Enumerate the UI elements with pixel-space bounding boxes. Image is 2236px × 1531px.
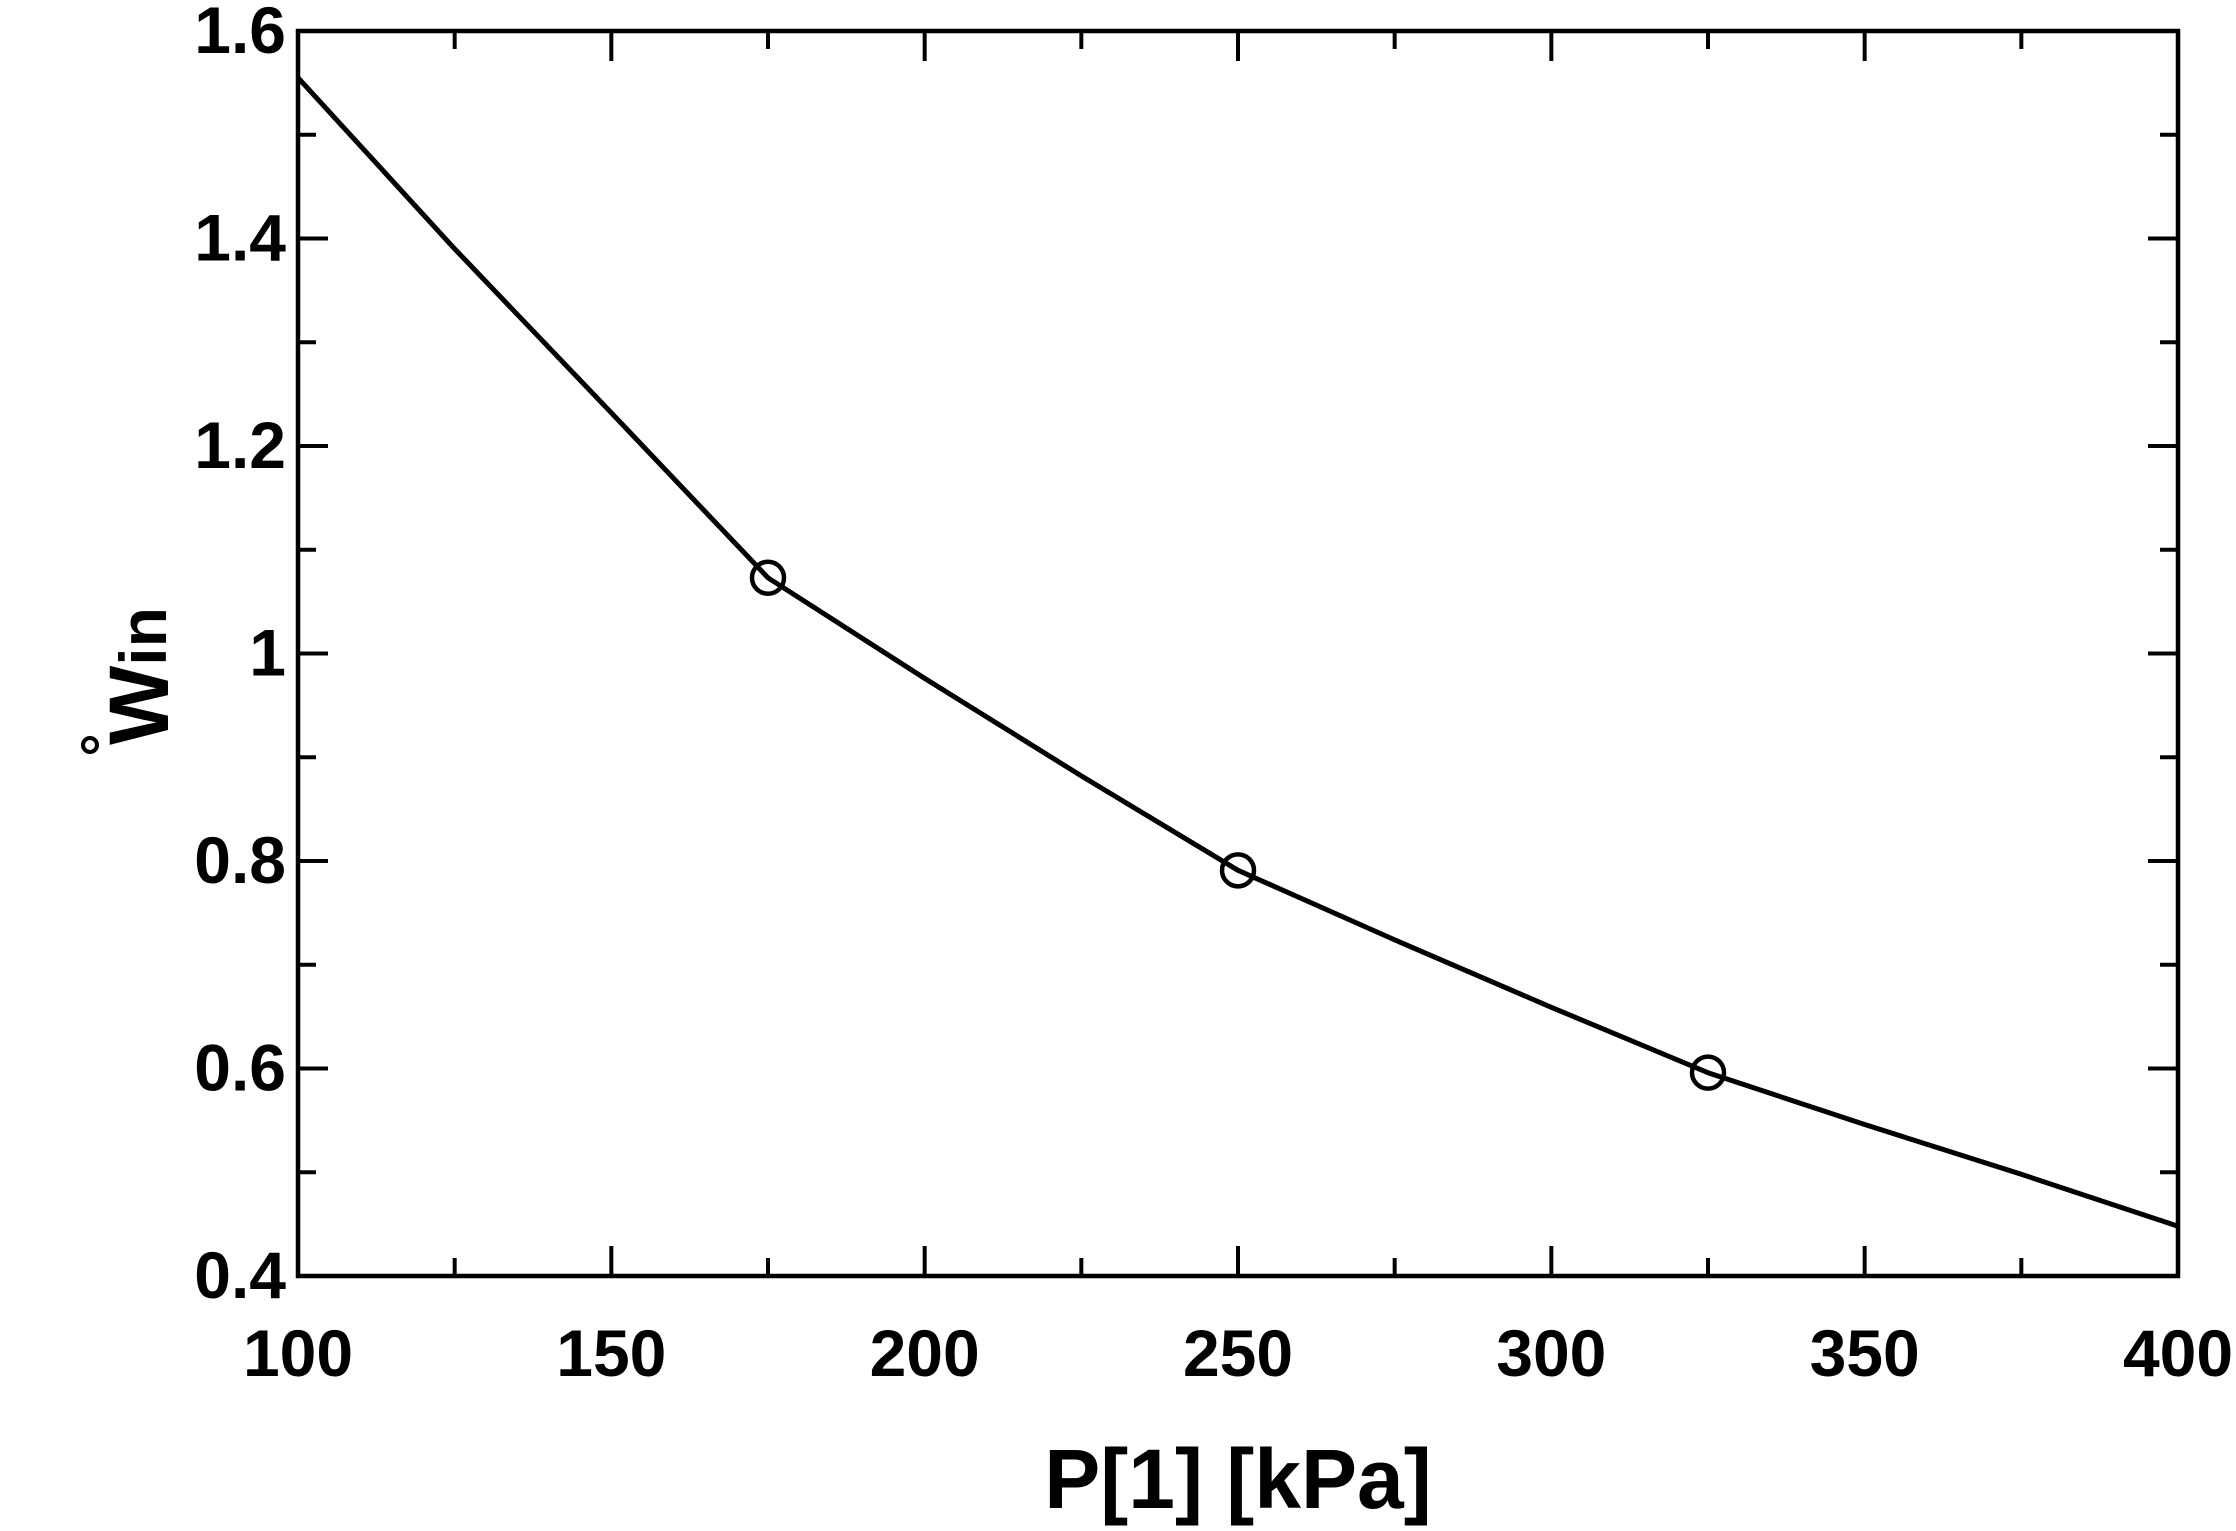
y-tick-label: 1 xyxy=(249,616,286,690)
y-axis-label-dot-accent xyxy=(81,736,99,754)
x-tick-label: 150 xyxy=(556,1316,666,1390)
y-tick-label: 0.6 xyxy=(194,1031,286,1105)
series-marker xyxy=(1219,852,1257,889)
y-tick-label: 1.2 xyxy=(194,408,286,482)
y-axis-label: Win xyxy=(81,607,186,754)
x-tick-label: 300 xyxy=(1496,1316,1606,1390)
y-axis-label-text: Win xyxy=(92,607,186,745)
y-tick-label: 1.4 xyxy=(194,201,286,275)
y-tick-label: 0.8 xyxy=(194,823,286,897)
y-tick-label: 0.4 xyxy=(194,1238,286,1312)
plot-area-group: 100 150 200 250 300 350 400 0.4 0.6 0.8 1 1.2 1.4 1.6 xyxy=(194,0,2233,1390)
axis-ticks xyxy=(296,29,2180,1278)
axis-tick-labels: 100 150 200 250 300 350 400 0.4 0.6 0.8 1 1.2 1.4 1.6 xyxy=(194,0,2233,1390)
series-marker xyxy=(749,559,787,597)
x-tick-label: 400 xyxy=(2123,1316,2233,1390)
y-axis-label-main: W xyxy=(92,665,186,745)
x-axis-label: P[1] [kPa] xyxy=(1044,1432,1431,1526)
y-axis-label-subscript: in xyxy=(106,607,180,666)
y-tick-label: 1.6 xyxy=(194,0,286,67)
plot-frame xyxy=(295,28,2181,1279)
series-marker xyxy=(1689,1054,1727,1091)
x-tick-label: 200 xyxy=(870,1316,980,1390)
x-tick-label: 350 xyxy=(1810,1316,1920,1390)
series-line xyxy=(296,76,2179,1229)
x-tick-label: 250 xyxy=(1183,1316,1293,1390)
series-layer xyxy=(296,76,2179,1229)
x-tick-label: 100 xyxy=(243,1316,353,1390)
